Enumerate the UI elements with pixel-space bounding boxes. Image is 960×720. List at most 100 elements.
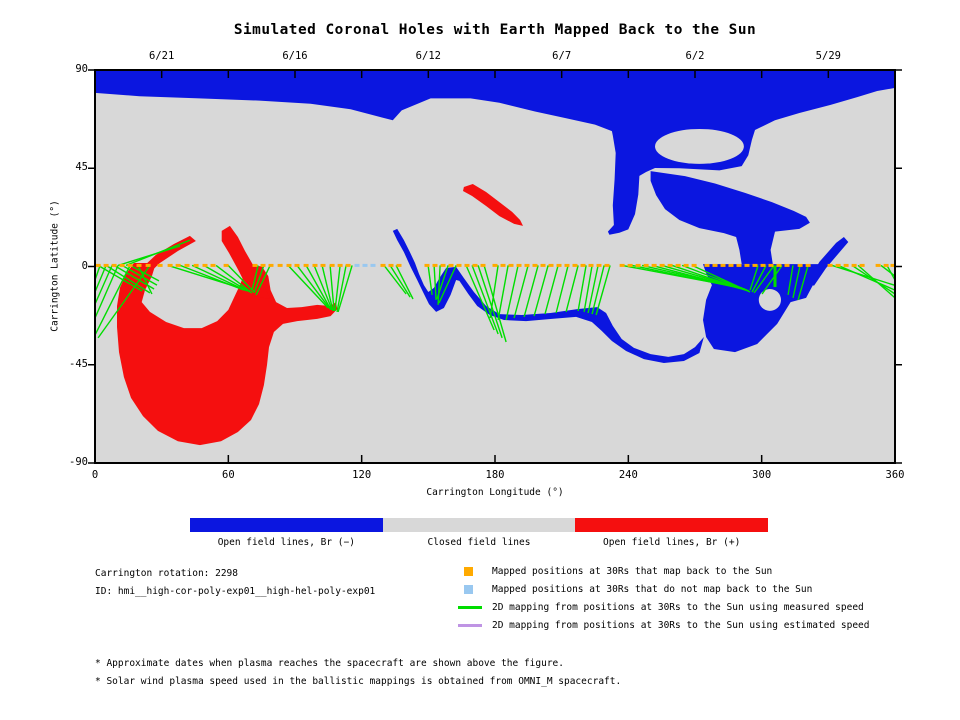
mapped-position-marker bbox=[564, 263, 570, 267]
mapped-position-marker bbox=[329, 263, 335, 267]
mapping-line-measured bbox=[251, 265, 259, 291]
mapping-line-measured bbox=[465, 265, 495, 331]
mapping-line-measured bbox=[436, 265, 449, 300]
mapping-line-measured bbox=[125, 239, 191, 267]
legend-label: Mapped positions at 30Rs that map back t… bbox=[492, 565, 773, 577]
mapping-line-measured bbox=[137, 265, 153, 295]
mapping-line-measured bbox=[255, 265, 271, 296]
red-coronal-hole-main bbox=[117, 263, 338, 446]
footnote-dates: * Approximate dates when plasma reaches … bbox=[95, 658, 564, 669]
mapping-line-measured bbox=[437, 265, 441, 305]
mapped-position-marker bbox=[312, 263, 318, 267]
x-tick-label: 120 bbox=[352, 469, 372, 481]
field-line-colorbar bbox=[190, 518, 769, 532]
plot-border bbox=[94, 69, 896, 464]
mapping-line-measured bbox=[583, 265, 593, 313]
mapping-line-measured bbox=[489, 265, 499, 319]
mapping-line-measured bbox=[471, 265, 499, 335]
mapped-position-marker bbox=[286, 263, 292, 267]
mapping-line-measured bbox=[105, 264, 151, 294]
mapped-position-marker bbox=[260, 263, 266, 267]
mapping-line-measured bbox=[505, 265, 519, 321]
legend-square-icon bbox=[458, 566, 492, 576]
mapping-line-measured bbox=[587, 265, 599, 314]
mapping-line-measured bbox=[179, 264, 245, 291]
mapped-position-marker bbox=[659, 263, 665, 267]
red-crescent bbox=[463, 184, 523, 226]
mapped-position-marker bbox=[448, 263, 454, 267]
mapping-line-measured bbox=[555, 265, 569, 314]
mapped-position-marker bbox=[851, 263, 857, 267]
y-tick-label: -45 bbox=[69, 357, 88, 370]
blue-lobe-east bbox=[650, 171, 810, 265]
mapping-line-measured bbox=[523, 265, 539, 318]
footnote-omni: * Solar wind plasma speed used in the ba… bbox=[95, 676, 622, 687]
mapped-position-marker bbox=[103, 263, 109, 267]
mapping-line-measured bbox=[389, 265, 411, 298]
colorbar-segment-open_negative bbox=[190, 518, 383, 532]
mapping-line-measured bbox=[483, 265, 507, 343]
mapped-position-marker bbox=[424, 263, 430, 267]
mapped-position-marker bbox=[588, 263, 594, 267]
mapped-position-marker bbox=[472, 263, 478, 267]
mapped-position-marker bbox=[95, 263, 101, 267]
legend-item: Mapped positions at 30Rs that do not map… bbox=[458, 580, 870, 598]
mapped-position-marker bbox=[145, 263, 151, 267]
mapped-position-marker bbox=[667, 263, 673, 267]
mapping-line-measured bbox=[336, 265, 347, 313]
mapped-position-marker bbox=[500, 263, 506, 267]
footnotes: * Approximate dates when plasma reaches … bbox=[95, 655, 621, 691]
mapped-position-marker bbox=[516, 263, 522, 267]
top-date-label: 6/12 bbox=[415, 50, 441, 62]
mapping-line-measured bbox=[797, 265, 809, 301]
x-tick-label: 60 bbox=[222, 469, 235, 481]
mapping-line-measured bbox=[831, 264, 895, 286]
mapped-position-marker bbox=[127, 263, 133, 267]
mapping-line-measured bbox=[227, 264, 255, 293]
mapped-position-marker bbox=[704, 263, 710, 267]
mapping-line-measured bbox=[513, 265, 529, 319]
legend-line-icon bbox=[458, 605, 492, 609]
mapping-line-measured bbox=[395, 265, 414, 300]
mapping-line-measured bbox=[753, 264, 775, 294]
legend-item: 2D mapping from positions at 30Rs to the… bbox=[458, 598, 870, 616]
mapped-position-marker bbox=[432, 263, 438, 267]
mapped-position-marker bbox=[651, 263, 657, 267]
estimated-swatch bbox=[458, 623, 482, 627]
not-mapped-position-marker bbox=[354, 263, 360, 267]
mapped-position-marker bbox=[492, 263, 498, 267]
mapped-position-marker bbox=[337, 263, 343, 267]
figure-title: Simulated Coronal Holes with Earth Mappe… bbox=[233, 22, 757, 38]
mapped-position-marker bbox=[277, 263, 283, 267]
mapping-line-measured bbox=[383, 264, 407, 295]
mapped-position-marker bbox=[691, 263, 697, 267]
mapped-position-marker bbox=[875, 263, 881, 267]
top-date-label: 6/16 bbox=[282, 50, 308, 62]
x-tick-label: 240 bbox=[618, 469, 638, 481]
mapping-line-measured bbox=[544, 265, 559, 315]
mapped-position-marker bbox=[294, 263, 300, 267]
carrington-rotation-text: Carrington rotation: 2298 bbox=[95, 568, 238, 579]
mapping-line-measured bbox=[296, 264, 331, 310]
mapped-position-marker bbox=[604, 263, 610, 267]
mapped-position-marker bbox=[532, 263, 538, 267]
mapped-position-marker bbox=[712, 263, 718, 267]
x-axis-title: Carrington Longitude (°) bbox=[426, 487, 564, 498]
mapped-position-marker bbox=[540, 263, 546, 267]
mapping-line-measured bbox=[837, 264, 896, 291]
mapped-position-marker bbox=[524, 263, 530, 267]
mapped-position-marker bbox=[675, 263, 681, 267]
mapping-line-measured bbox=[433, 265, 437, 300]
mapped-position-marker bbox=[508, 263, 514, 267]
mapped-position-marker bbox=[252, 263, 258, 267]
mapped-position-marker bbox=[890, 263, 896, 267]
mapped-position-marker bbox=[268, 263, 274, 267]
closed-field-island bbox=[655, 128, 744, 164]
mapping-line-measured bbox=[477, 265, 503, 339]
mapped-position-marker bbox=[175, 263, 181, 267]
mapping-line-measured bbox=[97, 264, 151, 339]
mapped-position-marker bbox=[184, 263, 190, 267]
y-tick-label: -90 bbox=[69, 456, 88, 468]
x-tick-label: 360 bbox=[885, 469, 905, 481]
